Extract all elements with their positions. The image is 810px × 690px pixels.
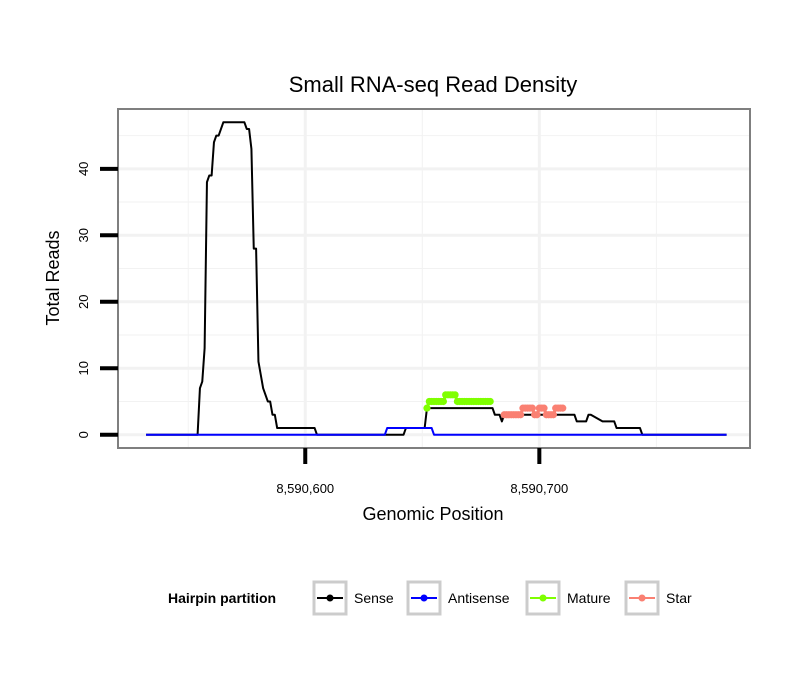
y-axis-title: Total Reads (43, 230, 63, 325)
series-sense (146, 121, 727, 436)
legend-item-star: Star (624, 580, 692, 616)
star-point (549, 411, 557, 419)
mature-point (439, 397, 447, 406)
star-point (533, 411, 541, 419)
plot-panel (118, 109, 750, 448)
y-tick-label: 20 (76, 295, 91, 309)
series-layer (146, 121, 727, 436)
star-point (540, 404, 548, 412)
x-axis-title: Genomic Position (362, 504, 503, 524)
legend-label-antisense: Antisense (448, 590, 510, 606)
y-tick-label: 30 (76, 228, 91, 242)
legend-label-sense: Sense (354, 590, 394, 606)
legend-key-point (326, 594, 334, 602)
sense-line (146, 121, 727, 436)
series-star (500, 404, 567, 419)
x-tick-label: 8,590,700 (510, 481, 568, 496)
legend-title: Hairpin partition (168, 590, 276, 606)
antisense-line (146, 427, 727, 436)
x-axis: 8,590,600 8,590,700 (276, 448, 568, 496)
series-antisense (146, 427, 727, 436)
star-point (559, 404, 567, 412)
legend-item-antisense: Antisense (406, 580, 510, 616)
plot-border (117, 108, 751, 449)
legend-key-point (420, 594, 428, 602)
legend: Hairpin partition Sense Antisense Mature St… (168, 580, 692, 616)
y-tick-label: 10 (76, 361, 91, 375)
y-axis: 0 10 20 30 40 (76, 162, 118, 438)
series-mature (423, 391, 494, 412)
legend-label-star: Star (666, 590, 692, 606)
mature-point (451, 391, 459, 399)
x-tick-label: 8,590,600 (276, 481, 334, 496)
legend-label-mature: Mature (567, 590, 611, 606)
legend-item-mature: Mature (525, 580, 611, 616)
legend-key-point (539, 594, 547, 602)
mature-point (486, 397, 494, 406)
y-tick-label: 40 (76, 162, 91, 176)
chart-title: Small RNA-seq Read Density (289, 72, 578, 97)
mature-point (423, 404, 431, 412)
legend-key-point (638, 594, 646, 602)
star-point (528, 404, 536, 412)
legend-item-sense: Sense (312, 580, 394, 616)
y-tick-label: 0 (76, 431, 91, 438)
star-point (517, 411, 525, 419)
